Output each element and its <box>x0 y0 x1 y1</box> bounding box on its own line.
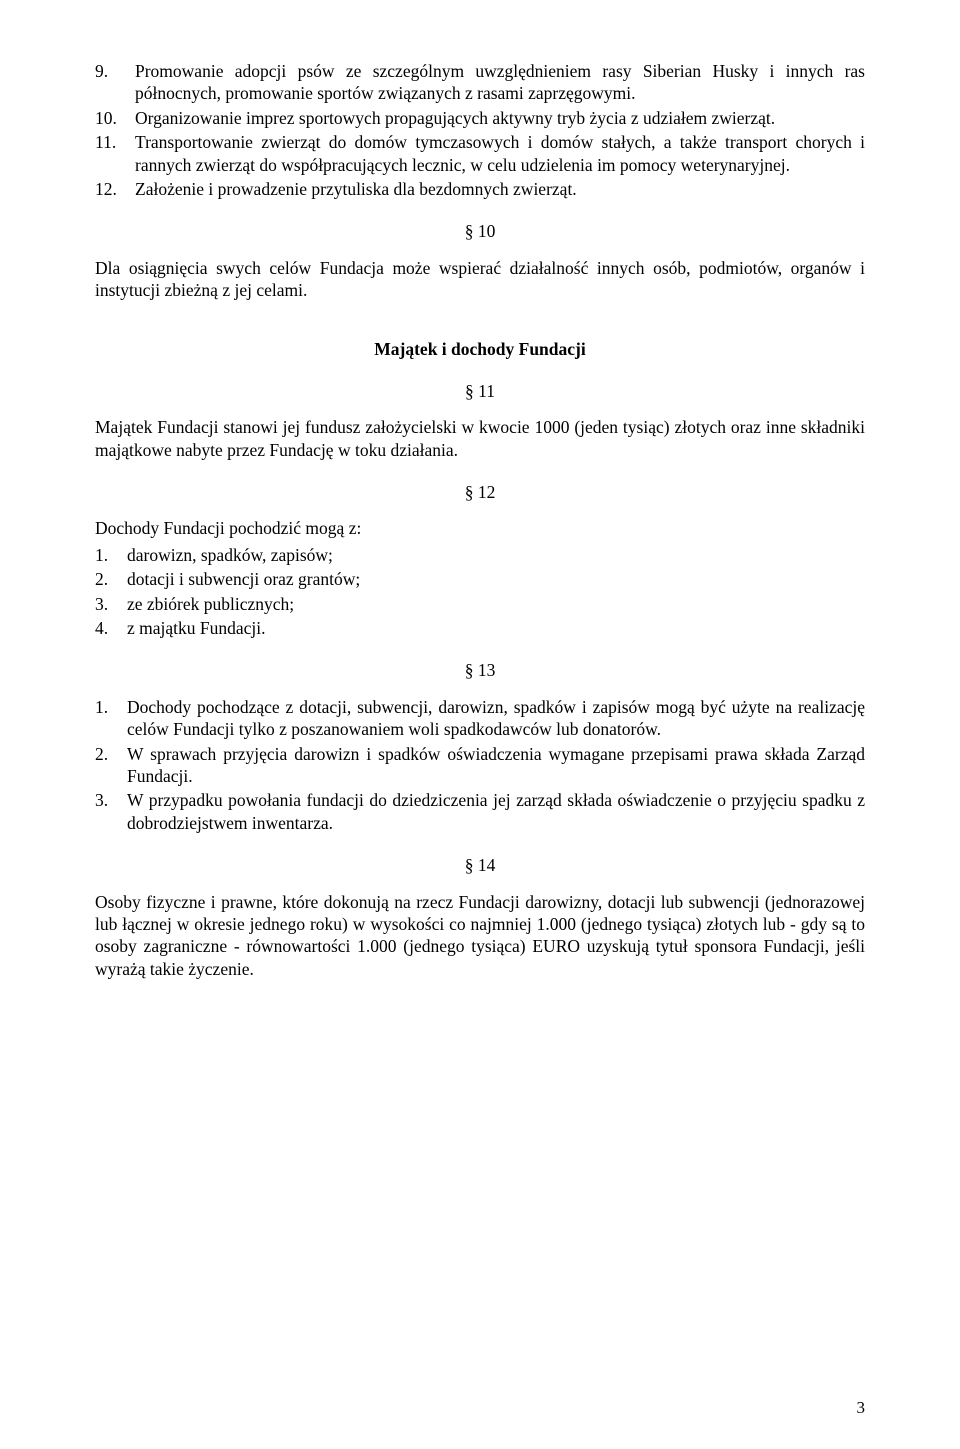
list-text: W sprawach przyjęcia darowizn i spadków … <box>127 743 865 788</box>
paragraph-10-body: Dla osiągnięcia swych celów Fundacja moż… <box>95 257 865 302</box>
list-text: Promowanie adopcji psów ze szczególnym u… <box>135 60 865 105</box>
list-number: 3. <box>95 593 127 615</box>
list-item: 11. Transportowanie zwierząt do domów ty… <box>95 131 865 176</box>
list-item: 12. Założenie i prowadzenie przytuliska … <box>95 178 865 200</box>
list-item: 2. dotacji i subwencji oraz grantów; <box>95 568 865 590</box>
paragraph-11-body: Majątek Fundacji stanowi jej fundusz zał… <box>95 416 865 461</box>
list-text: Transportowanie zwierząt do domów tymcza… <box>135 131 865 176</box>
list-item: 10. Organizowanie imprez sportowych prop… <box>95 107 865 129</box>
list-number: 1. <box>95 544 127 566</box>
list-text: darowizn, spadków, zapisów; <box>127 544 865 566</box>
list-text: Dochody pochodzące z dotacji, subwencji,… <box>127 696 865 741</box>
list-number: 2. <box>95 743 127 788</box>
continued-list: 9. Promowanie adopcji psów ze szczególny… <box>95 60 865 200</box>
document-page: 9. Promowanie adopcji psów ze szczególny… <box>0 0 960 1449</box>
paragraph-number-11: § 11 <box>95 380 865 402</box>
list-number: 12. <box>95 178 135 200</box>
section-heading-assets: Majątek i dochody Fundacji <box>95 338 865 360</box>
list-text: Założenie i prowadzenie przytuliska dla … <box>135 178 865 200</box>
paragraph-number-14: § 14 <box>95 854 865 876</box>
list-item: 9. Promowanie adopcji psów ze szczególny… <box>95 60 865 105</box>
list-text: z majątku Fundacji. <box>127 617 865 639</box>
paragraph-number-10: § 10 <box>95 220 865 242</box>
paragraph-number-13: § 13 <box>95 659 865 681</box>
paragraph-14-body: Osoby fizyczne i prawne, które dokonują … <box>95 891 865 981</box>
list-item: 3. W przypadku powołania fundacji do dzi… <box>95 789 865 834</box>
list-item: 2. W sprawach przyjęcia darowizn i spadk… <box>95 743 865 788</box>
paragraph-number-12: § 12 <box>95 481 865 503</box>
list-item: 1. Dochody pochodzące z dotacji, subwenc… <box>95 696 865 741</box>
list-item: 3. ze zbiórek publicznych; <box>95 593 865 615</box>
list-number: 10. <box>95 107 135 129</box>
list-text: ze zbiórek publicznych; <box>127 593 865 615</box>
paragraph-12-intro: Dochody Fundacji pochodzić mogą z: <box>95 517 865 539</box>
list-number: 3. <box>95 789 127 834</box>
paragraph-13-list: 1. Dochody pochodzące z dotacji, subwenc… <box>95 696 865 834</box>
list-text: Organizowanie imprez sportowych propaguj… <box>135 107 865 129</box>
list-item: 4. z majątku Fundacji. <box>95 617 865 639</box>
list-number: 2. <box>95 568 127 590</box>
list-item: 1. darowizn, spadków, zapisów; <box>95 544 865 566</box>
list-text: W przypadku powołania fundacji do dziedz… <box>127 789 865 834</box>
list-text: dotacji i subwencji oraz grantów; <box>127 568 865 590</box>
list-number: 4. <box>95 617 127 639</box>
income-sources-list: 1. darowizn, spadków, zapisów; 2. dotacj… <box>95 544 865 640</box>
page-number: 3 <box>857 1397 866 1419</box>
list-number: 9. <box>95 60 135 105</box>
list-number: 1. <box>95 696 127 741</box>
list-number: 11. <box>95 131 135 176</box>
